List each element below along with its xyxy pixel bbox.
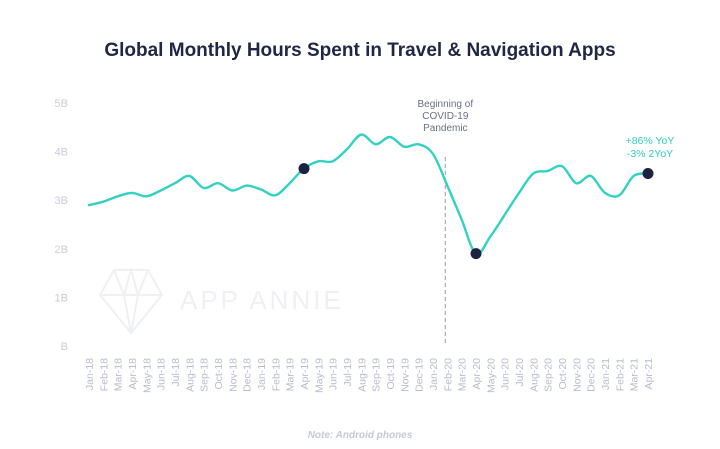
- x-tick-label: Oct-19: [385, 358, 397, 390]
- callout-label-line: -3% 2YoY: [627, 148, 673, 160]
- x-tick-label: Nov-19: [399, 358, 411, 392]
- x-tick-label: Jan-20: [428, 358, 440, 390]
- covid-label-line: Beginning of: [418, 99, 474, 110]
- x-tick-label: Apr-21: [643, 358, 655, 390]
- x-tick-label: Jul-18: [170, 358, 182, 387]
- highlight-points: [298, 163, 654, 260]
- y-axis: B 1B 2B 3B 4B 5B: [55, 98, 68, 353]
- y-tick-label: 1B: [55, 292, 68, 304]
- x-tick-label: Oct-20: [557, 358, 569, 390]
- y-tick-label: 4B: [55, 147, 68, 159]
- x-tick-label: Dec-18: [242, 358, 254, 392]
- x-tick-label: Mar-21: [629, 358, 641, 391]
- x-tick-label: Sep-18: [199, 358, 211, 392]
- x-tick-label: May-18: [141, 358, 153, 393]
- x-tick-label: Oct-18: [213, 358, 225, 390]
- chart-title: Global Monthly Hours Spent in Travel & N…: [104, 40, 616, 61]
- x-tick-label: Dec-20: [586, 358, 598, 392]
- data-point-marker: [470, 248, 482, 260]
- y-tick-label: 2B: [55, 244, 68, 256]
- x-tick-label: Aug-20: [528, 358, 540, 392]
- x-tick-label: Mar-20: [457, 358, 469, 391]
- callout-label-line: +86% YoY: [626, 135, 675, 147]
- x-tick-label: Aug-19: [356, 358, 368, 392]
- x-tick-label: Feb-21: [614, 358, 626, 391]
- covid-label-line: Pandemic: [423, 123, 467, 134]
- x-tick-label: Aug-18: [184, 358, 196, 392]
- x-tick-label: Jul-19: [342, 358, 354, 387]
- x-tick-label: Sep-20: [543, 358, 555, 392]
- x-tick-label: Jun-19: [328, 358, 340, 390]
- diamond-logo-icon: [98, 266, 164, 335]
- callout-annotation: +86% YoY-3% 2YoY: [626, 135, 675, 160]
- x-tick-label: Jun-20: [500, 358, 512, 390]
- footnote: Note: Android phones: [307, 430, 413, 441]
- x-tick-label: Feb-18: [98, 358, 110, 391]
- x-tick-label: Jan-19: [256, 358, 268, 390]
- series-line: [87, 133, 650, 256]
- y-tick-label: B: [61, 341, 68, 353]
- x-tick-label: Mar-19: [285, 358, 297, 391]
- x-tick-label: Feb-19: [270, 358, 282, 391]
- x-tick-label: Feb-20: [442, 358, 454, 391]
- x-tick-label: Jun-18: [156, 358, 168, 390]
- x-tick-label: Mar-18: [113, 358, 125, 391]
- x-tick-label: Jan-21: [600, 358, 612, 390]
- x-tick-label: Nov-20: [571, 358, 583, 392]
- x-tick-label: Apr-19: [299, 358, 311, 390]
- x-tick-label: May-20: [485, 358, 497, 393]
- x-axis: Jan-18 Feb-18 Mar-18 Apr-18 May-18 Jun-18 Jul-…: [84, 358, 655, 393]
- x-tick-label: May-19: [313, 358, 325, 393]
- x-tick-label: Jan-18: [84, 358, 96, 390]
- series-group: [87, 133, 650, 256]
- x-tick-label: Apr-18: [127, 358, 139, 390]
- x-tick-label: Dec-19: [414, 358, 426, 392]
- data-point-marker: [298, 163, 310, 175]
- app-annie-watermark: APP ANNIE: [98, 266, 344, 335]
- x-tick-label: Sep-19: [371, 358, 383, 392]
- y-tick-label: 5B: [55, 98, 68, 110]
- watermark-text: APP ANNIE: [180, 285, 344, 315]
- covid-label-line: COVID-19: [422, 111, 469, 122]
- x-tick-label: Jul-20: [514, 358, 526, 387]
- y-tick-label: 3B: [55, 195, 68, 207]
- x-tick-label: Apr-20: [471, 358, 483, 390]
- data-point-marker: [642, 167, 654, 179]
- x-tick-label: Nov-18: [227, 358, 239, 392]
